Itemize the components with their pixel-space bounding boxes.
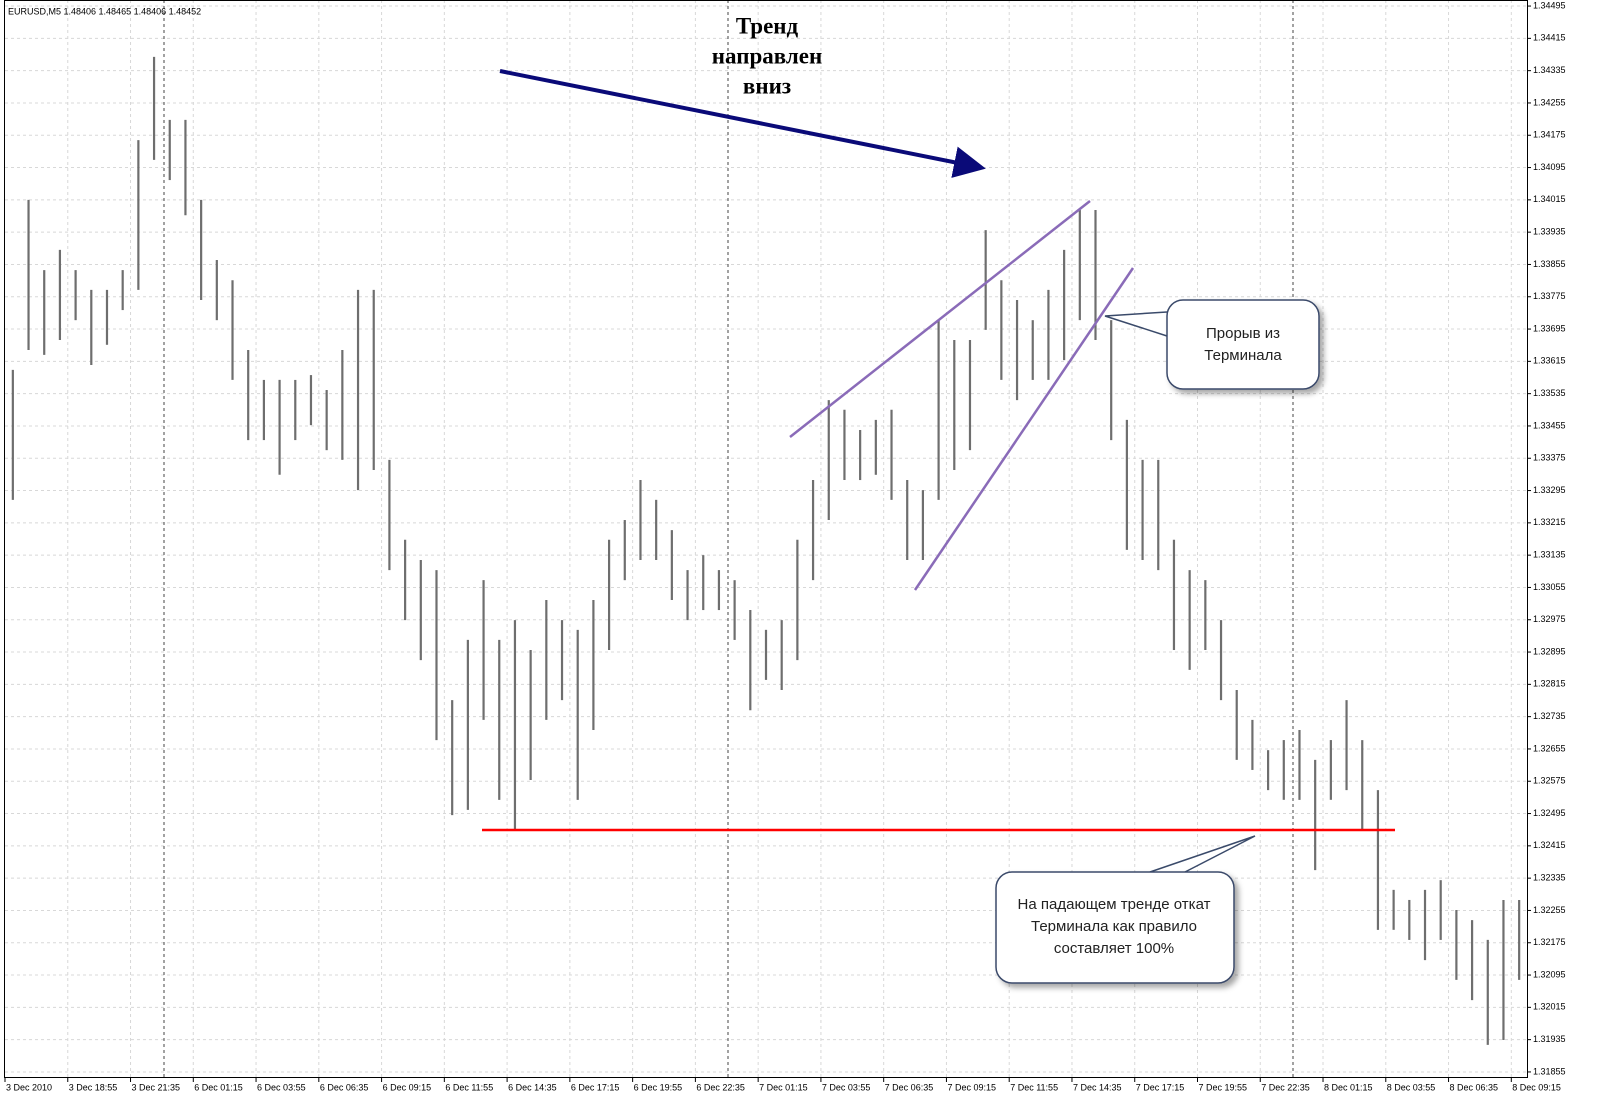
x-tick-label: 6 Dec 01:15	[194, 1082, 243, 1092]
y-tick-label: 1.32175	[1533, 937, 1566, 947]
x-tick-label: 6 Dec 19:55	[634, 1082, 683, 1092]
x-tick-label: 6 Dec 03:55	[257, 1082, 306, 1092]
y-tick-label: 1.32095	[1533, 969, 1566, 979]
callout-text: На падающем тренде откат	[1018, 896, 1211, 913]
channel-line	[789, 200, 1091, 438]
x-tick-label: 8 Dec 06:35	[1450, 1082, 1499, 1092]
y-tick-label: 1.32015	[1533, 1002, 1566, 1012]
x-tick-label: 7 Dec 01:15	[759, 1082, 808, 1092]
x-tick-label: 6 Dec 22:35	[696, 1082, 745, 1092]
y-tick-label: 1.33375	[1533, 453, 1566, 463]
y-tick-label: 1.33775	[1533, 291, 1566, 301]
x-tick-label: 3 Dec 2010	[6, 1082, 52, 1092]
title-line: направлен	[712, 43, 822, 68]
y-tick-label: 1.33695	[1533, 323, 1566, 333]
x-tick-label: 6 Dec 06:35	[320, 1082, 369, 1092]
x-tick-label: 8 Dec 09:15	[1512, 1082, 1561, 1092]
x-tick-label: 7 Dec 17:15	[1136, 1082, 1185, 1092]
callout-text: Терминала как правило	[1031, 918, 1197, 935]
y-tick-label: 1.32975	[1533, 614, 1566, 624]
title-line: вниз	[743, 73, 791, 98]
y-tick-label: 1.34175	[1533, 130, 1566, 140]
y-tick-label: 1.33855	[1533, 259, 1566, 269]
y-tick-label: 1.33615	[1533, 356, 1566, 366]
y-tick-label: 1.33135	[1533, 550, 1566, 560]
y-tick-label: 1.31855	[1533, 1066, 1566, 1076]
callout-text: составляет 100%	[1054, 940, 1174, 957]
y-tick-label: 1.34335	[1533, 65, 1566, 75]
x-tick-label: 7 Dec 06:35	[885, 1082, 934, 1092]
y-tick-label: 1.34015	[1533, 194, 1566, 204]
grid	[5, 0, 1527, 1078]
callout-text: Прорыв из	[1206, 325, 1280, 342]
y-tick-label: 1.32575	[1533, 776, 1566, 786]
callout-pointer	[1104, 311, 1168, 337]
bars	[11, 56, 1521, 1045]
symbol-label: EURUSD,M5 1.48406 1.48465 1.48406 1.4845…	[8, 6, 201, 16]
y-tick-label: 1.33215	[1533, 517, 1566, 527]
y-tick-label: 1.33295	[1533, 485, 1566, 495]
x-tick-label: 7 Dec 22:35	[1261, 1082, 1310, 1092]
x-tick-label: 7 Dec 19:55	[1198, 1082, 1247, 1092]
y-tick-label: 1.32895	[1533, 646, 1566, 656]
y-tick-label: 1.32255	[1533, 905, 1566, 915]
x-tick-label: 6 Dec 17:15	[571, 1082, 620, 1092]
x-tick-label: 6 Dec 14:35	[508, 1082, 557, 1092]
x-tick-label: 8 Dec 01:15	[1324, 1082, 1373, 1092]
x-tick-label: 7 Dec 09:15	[947, 1082, 996, 1092]
y-tick-label: 1.33055	[1533, 582, 1566, 592]
y-tick-label: 1.34095	[1533, 162, 1566, 172]
y-tick-label: 1.32415	[1533, 840, 1566, 850]
y-tick-label: 1.33935	[1533, 227, 1566, 237]
callout: Прорыв из Терминала	[1104, 299, 1320, 390]
y-tick-label: 1.33535	[1533, 388, 1566, 398]
x-tick-label: 6 Dec 11:55	[445, 1082, 493, 1092]
callout-box	[995, 871, 1235, 984]
y-tick-label: 1.32335	[1533, 873, 1566, 883]
x-tick-label: 7 Dec 11:55	[1010, 1082, 1058, 1092]
y-tick-label: 1.31935	[1533, 1034, 1566, 1044]
channel-line	[913, 267, 1135, 591]
x-tick-label: 7 Dec 03:55	[822, 1082, 871, 1092]
callout-pointer	[1149, 835, 1256, 873]
trend-arrow	[499, 69, 986, 178]
plot-frame	[4, 0, 1528, 1078]
y-tick-label: 1.32655	[1533, 743, 1566, 753]
title-line: Тренд	[736, 13, 799, 38]
y-tick-label: 1.34255	[1533, 97, 1566, 107]
x-tick-label: 6 Dec 09:15	[383, 1082, 432, 1092]
callout-text: Терминала	[1204, 347, 1282, 364]
y-tick-label: 1.34495	[1533, 0, 1566, 10]
callout: На падающем тренде откат Терминала как п…	[995, 835, 1256, 984]
x-tick-label: 7 Dec 14:35	[1073, 1082, 1122, 1092]
x-tick-label: 3 Dec 21:35	[132, 1082, 181, 1092]
y-tick-label: 1.32735	[1533, 711, 1566, 721]
y-tick-label: 1.34415	[1533, 33, 1566, 43]
y-tick-label: 1.33455	[1533, 420, 1566, 430]
callout-box	[1166, 299, 1320, 390]
x-tick-label: 8 Dec 03:55	[1387, 1082, 1436, 1092]
x-tick-label: 3 Dec 18:55	[69, 1082, 118, 1092]
y-tick-label: 1.32815	[1533, 679, 1566, 689]
y-tick-label: 1.32495	[1533, 808, 1566, 818]
